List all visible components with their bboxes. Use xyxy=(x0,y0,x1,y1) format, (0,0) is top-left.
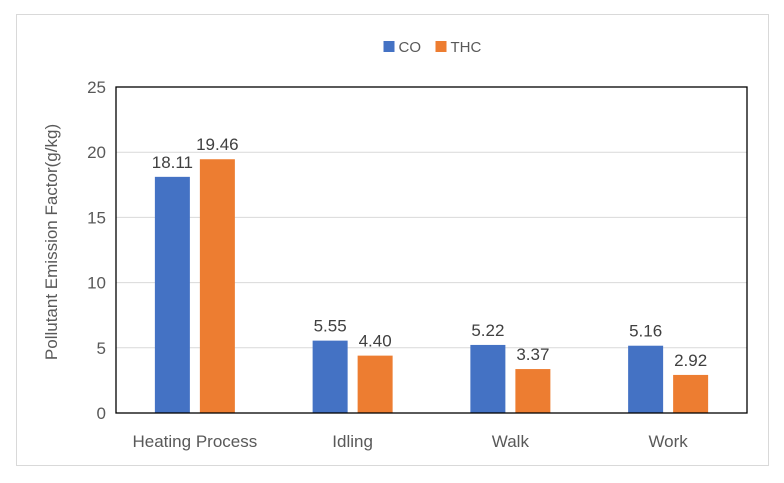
bar-chart: CO THC 18.11 5.55 5.22 5.16 19.46 4.40 3.37 2.92… xyxy=(42,39,748,451)
bar-co-2 xyxy=(470,344,506,413)
y-tick-label: 15 xyxy=(87,208,106,227)
x-tick-label: Work xyxy=(648,432,688,451)
bar-thc-3 xyxy=(673,374,709,413)
data-labels: 18.11 5.55 5.22 5.16 19.46 4.40 3.37 2.92 xyxy=(152,135,707,370)
y-tick-label: 25 xyxy=(87,78,106,97)
bar-co-0 xyxy=(154,176,190,413)
y-tick-label: 10 xyxy=(87,274,106,293)
x-tick-label: Idling xyxy=(332,432,373,451)
data-label-thc-2: 3.37 xyxy=(516,345,549,364)
data-label-co-2: 5.22 xyxy=(471,321,504,340)
legend-swatch-co xyxy=(383,41,395,52)
data-label-thc-3: 2.92 xyxy=(674,351,707,370)
data-label-co-1: 5.55 xyxy=(314,317,347,336)
y-axis-tick-labels: 0 5 10 15 20 25 xyxy=(87,78,106,423)
x-tick-label: Heating Process xyxy=(133,432,258,451)
y-tick-label: 20 xyxy=(87,143,106,162)
x-axis-tick-labels: Heating Process Idling Walk Work xyxy=(133,432,689,451)
y-tick-label: 0 xyxy=(97,404,106,423)
y-tick-label: 5 xyxy=(97,339,106,358)
bar-thc-1 xyxy=(357,355,393,413)
data-label-thc-1: 4.40 xyxy=(359,332,392,351)
plot-area-border xyxy=(115,86,748,414)
bar-co-1 xyxy=(312,340,348,413)
bars xyxy=(154,159,709,413)
legend-label-thc: THC xyxy=(451,39,482,56)
legend: CO THC xyxy=(383,39,482,56)
y-axis-label: Pollutant Emission Factor(g/kg) xyxy=(42,124,61,360)
chart-frame: CO THC 18.11 5.55 5.22 5.16 19.46 4.40 3.37 2.92… xyxy=(16,14,769,466)
legend-label-co: CO xyxy=(399,39,422,56)
x-tick-label: Walk xyxy=(492,432,530,451)
data-label-co-3: 5.16 xyxy=(629,322,662,341)
bar-thc-0 xyxy=(199,159,235,413)
bar-co-3 xyxy=(628,345,664,413)
bar-thc-2 xyxy=(515,369,551,413)
data-label-co-0: 18.11 xyxy=(152,153,193,172)
legend-swatch-thc xyxy=(435,41,447,52)
data-label-thc-0: 19.46 xyxy=(196,135,239,154)
